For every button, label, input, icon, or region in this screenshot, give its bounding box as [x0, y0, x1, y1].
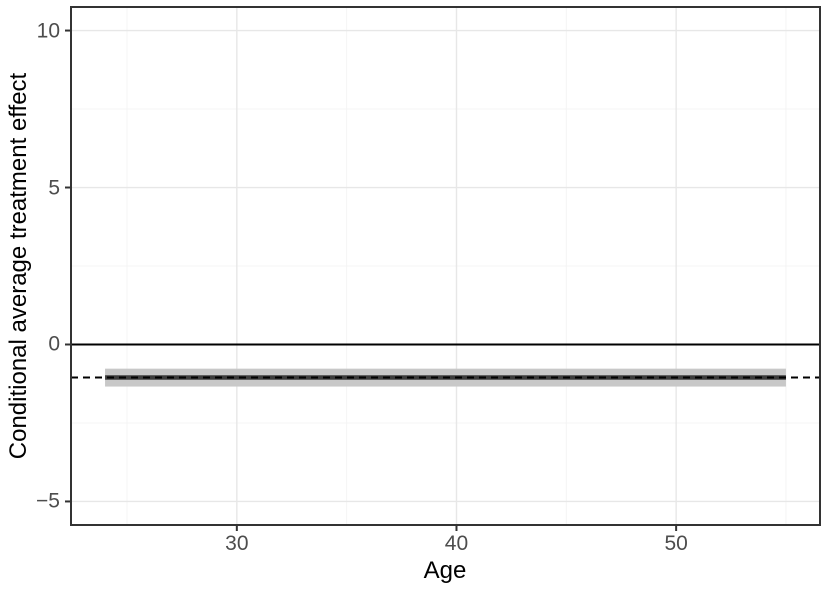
panel-border: [70, 6, 821, 526]
y-tick-label: 5: [48, 176, 60, 199]
y-tick-label: 10: [36, 19, 60, 43]
y-axis-title: Conditional average treatment effect: [5, 72, 32, 460]
x-tick-label: 50: [664, 532, 688, 555]
x-tick-label: 30: [225, 532, 249, 555]
y-tick-label: −5: [36, 489, 60, 513]
x-tick-label: 40: [444, 532, 469, 555]
y-tick-label: 0: [48, 332, 60, 356]
x-axis-title: Age: [423, 557, 467, 584]
